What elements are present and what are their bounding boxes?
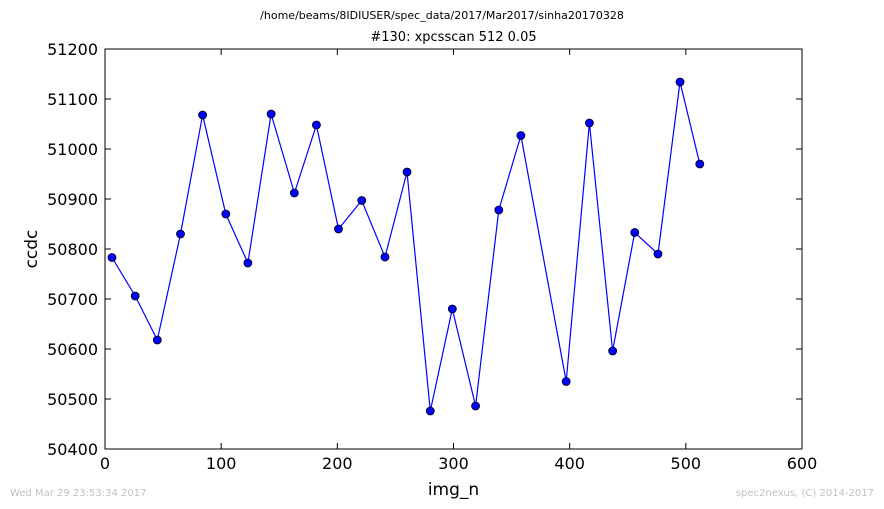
- axis-ticks: [104, 48, 803, 450]
- data-point: [152, 335, 162, 345]
- data-point: [585, 118, 594, 128]
- x-tick-label: 300: [438, 454, 469, 473]
- y-tick-label: 50800: [47, 240, 98, 259]
- data-point: [695, 159, 705, 169]
- data-point: [494, 205, 504, 215]
- footer-credit: spec2nexus, (C) 2014-2017: [735, 488, 874, 499]
- series-markers: [107, 77, 705, 416]
- data-point: [243, 258, 253, 268]
- y-axis-label: ccdc: [22, 230, 42, 269]
- figure-suptitle: /home/beams/8IDIUSER/spec_data/2017/Mar2…: [260, 9, 624, 22]
- data-point: [447, 304, 457, 314]
- data-point: [289, 188, 299, 198]
- x-axis-label: img_n: [428, 480, 479, 500]
- data-point: [266, 109, 276, 119]
- data-point: [516, 131, 526, 140]
- x-tick-label: 0: [100, 454, 110, 473]
- y-tick-label: 51000: [47, 140, 98, 159]
- data-point: [561, 377, 571, 386]
- y-tick-label: 51100: [47, 90, 98, 109]
- data-point: [357, 196, 367, 205]
- axis-tick-labels: 0 100 200 300 400 500 600 50400 50500 50600 50700 5…: [47, 40, 817, 473]
- y-tick-label: 50400: [47, 440, 98, 459]
- plot-area: [104, 48, 803, 450]
- data-point: [425, 406, 435, 416]
- data-point: [675, 77, 685, 87]
- data-point: [380, 252, 390, 262]
- series-line: [111, 81, 701, 412]
- y-tick-label: 50700: [47, 290, 98, 309]
- data-point: [107, 253, 117, 262]
- data-point: [176, 229, 185, 239]
- footer-timestamp: Wed Mar 29 23:53:34 2017: [10, 488, 147, 499]
- data-point: [608, 346, 618, 356]
- y-tick-label: 51200: [47, 40, 98, 59]
- y-tick-label: 50900: [47, 190, 98, 209]
- data-point: [653, 249, 663, 259]
- x-tick-label: 100: [206, 454, 237, 473]
- x-tick-label: 600: [787, 454, 818, 473]
- chart-title: #130: xpcsscan 512 0.05: [370, 30, 537, 45]
- data-point: [334, 224, 343, 234]
- data-point: [312, 120, 321, 130]
- x-tick-label: 200: [322, 454, 353, 473]
- y-tick-label: 50600: [47, 340, 98, 359]
- data-point: [130, 291, 140, 301]
- data-point: [630, 228, 640, 237]
- x-tick-label: 500: [671, 454, 702, 473]
- y-tick-label: 50500: [47, 390, 98, 409]
- data-point: [471, 401, 480, 411]
- data-point: [198, 110, 207, 120]
- data-point: [402, 167, 412, 177]
- x-tick-label: 400: [554, 454, 585, 473]
- data-point: [221, 209, 231, 219]
